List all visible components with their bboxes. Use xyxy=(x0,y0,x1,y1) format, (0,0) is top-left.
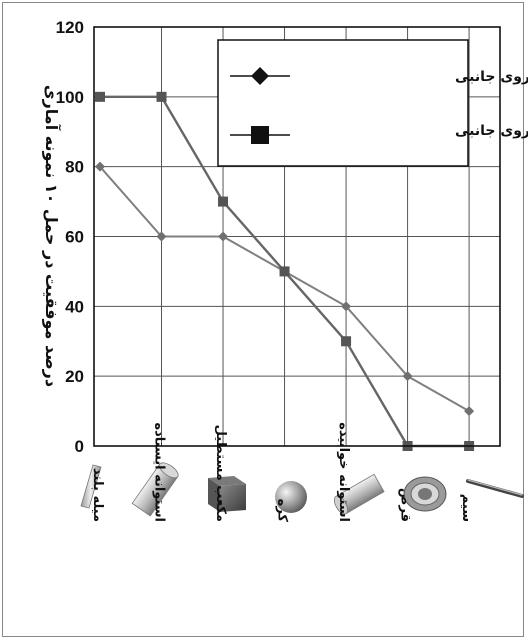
legend-label-series-1: بدون نیروی جانبی xyxy=(455,69,528,85)
data-point-series-2 xyxy=(218,196,229,207)
category-labels: میله بلند استوانه ایستاده مکعب مستطیل کره اس… xyxy=(90,422,474,522)
category-label: قرص xyxy=(398,488,413,522)
category-icons xyxy=(80,462,524,517)
legend-item-series-1: بدون نیروی جانبی xyxy=(230,67,528,85)
plot-border xyxy=(93,26,501,447)
long-rod-icon xyxy=(80,464,102,509)
category-label: مکعب مستطیل xyxy=(213,425,228,522)
y-tick-label: 120 xyxy=(56,18,84,37)
legend-item-series-2: با نیروی جانبی xyxy=(230,123,528,144)
y-tick-label: 20 xyxy=(65,367,84,386)
wire-icon xyxy=(466,479,524,498)
data-point-series-1 xyxy=(95,161,105,172)
square-marker-icon xyxy=(251,126,269,144)
data-point-series-2 xyxy=(279,266,290,277)
category-label: کره xyxy=(275,499,290,523)
y-tick-label: 40 xyxy=(65,297,84,316)
sphere-icon xyxy=(275,481,307,513)
y-tick-label: 0 xyxy=(75,437,84,456)
y-tick-labels: 0 20 40 60 80 100 120 xyxy=(56,18,84,456)
y-axis-label: درصد موفقیت در حمل ۱۰ نمونه آماری xyxy=(42,85,62,387)
data-point-series-1 xyxy=(218,231,229,242)
legend-box xyxy=(217,39,469,167)
category-label: استوانه خوابیده xyxy=(336,422,351,522)
data-point-series-2 xyxy=(95,91,105,102)
data-point-series-1 xyxy=(341,301,352,312)
data-point-series-2 xyxy=(156,91,167,102)
legend: بدون نیروی جانبی با نیروی جانبی xyxy=(217,39,528,167)
y-tick-label: 80 xyxy=(65,158,84,177)
rectangular-cube-icon xyxy=(208,476,246,512)
y-tick-label: 60 xyxy=(65,228,84,247)
y-tick-label: 100 xyxy=(56,88,84,107)
data-point-series-1 xyxy=(464,406,475,417)
chart-frame xyxy=(2,2,524,637)
category-label: سیم xyxy=(459,494,474,522)
category-label: میله بلند xyxy=(90,468,105,522)
data-point-series-1 xyxy=(156,231,167,242)
data-point-series-2 xyxy=(341,336,352,347)
category-label: استوانه ایستاده xyxy=(152,422,167,522)
data-point-series-1 xyxy=(402,371,413,382)
standing-cylinder-icon xyxy=(131,462,179,517)
legend-label-series-2: با نیروی جانبی xyxy=(455,123,528,139)
diamond-marker-icon xyxy=(251,67,269,85)
disc-icon xyxy=(403,476,447,512)
lying-cylinder-icon xyxy=(333,473,385,515)
